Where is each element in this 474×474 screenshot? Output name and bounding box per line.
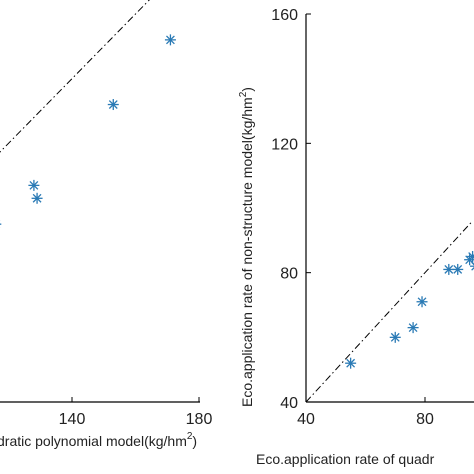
left-x-tick-label: 140 [59,411,86,428]
right-y-tick-label: 120 [271,136,298,153]
left-x-axis-label: dratic polynomial model(kg/hm2) [0,431,197,449]
right-y-ticks: 40 80 120 160 [271,7,311,412]
right-x-tick-label: 40 [297,411,315,428]
left-data-point [31,192,43,204]
left-plot: 140 180 dratic polynomial model(kg/hm2) [0,0,212,449]
right-data-point [467,251,474,262]
right-y-tick-label: 80 [280,266,298,283]
right-data-point [389,331,401,343]
right-data-point [470,261,474,271]
left-reference-line [0,0,150,153]
left-x-tick-label: 180 [186,411,213,428]
right-plot: 40 80 120 160 40 80 Eco.application rate of … [238,7,474,467]
right-data-point [416,296,428,308]
right-reference-line [305,220,473,403]
right-data-point [345,357,357,369]
right-x-axis-label: Eco.application rate of quadr [256,451,435,467]
right-y-tick-label: 160 [271,7,298,24]
right-x-tick-label: 80 [416,411,434,428]
left-data-point [28,179,40,191]
right-x-ticks: 40 80 [297,397,434,428]
right-series [345,251,474,369]
left-data-point [107,99,119,111]
right-data-point [452,263,464,275]
left-series [0,34,176,228]
right-y-axis-label: Eco.application rate of non-structure mo… [238,87,255,407]
right-y-tick-label: 40 [280,395,298,412]
left-data-point [164,34,176,46]
left-data-point [0,220,2,228]
left-x-ticks: 140 180 [59,397,213,428]
right-data-point [407,322,419,334]
